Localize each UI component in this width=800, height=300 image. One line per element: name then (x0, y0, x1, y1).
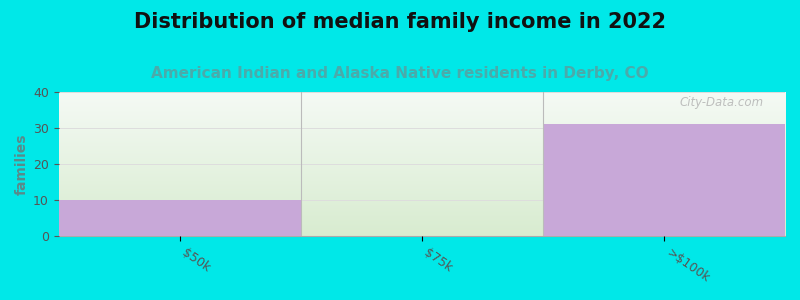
Bar (301, 92, 543, 236)
Bar (543, 124, 785, 236)
Bar (58, 200, 301, 236)
Text: City-Data.com: City-Data.com (679, 96, 763, 109)
Bar (58, 92, 301, 236)
Text: American Indian and Alaska Native residents in Derby, CO: American Indian and Alaska Native reside… (151, 66, 649, 81)
Text: Distribution of median family income in 2022: Distribution of median family income in … (134, 12, 666, 32)
Y-axis label: families: families (15, 133, 29, 195)
Bar (543, 92, 785, 236)
